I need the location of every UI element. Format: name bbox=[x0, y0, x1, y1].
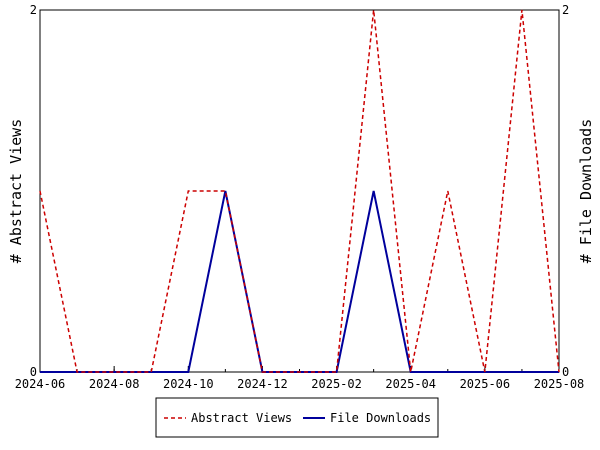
x-tick-label: 2025-06 bbox=[460, 377, 511, 391]
series-layer bbox=[39, 9, 560, 373]
legend: Abstract Views File Downloads bbox=[155, 397, 439, 438]
y-right-tick-label: 2 bbox=[562, 3, 569, 17]
x-tick-label: 2025-04 bbox=[385, 377, 436, 391]
y-left-tick-label: 0 bbox=[30, 365, 37, 379]
ticks-layer: 2024-06 2024-08 2024-10 2024-12 2025-02 2025-… bbox=[15, 3, 585, 391]
series-line-abstract-views bbox=[39, 9, 560, 373]
y-axis-right-title: # File Downloads bbox=[577, 119, 595, 264]
x-tick-label: 2024-12 bbox=[237, 377, 288, 391]
x-tick-label: 2024-10 bbox=[163, 377, 214, 391]
x-tick-label: 2025-08 bbox=[534, 377, 585, 391]
x-tick-label: 2024-08 bbox=[89, 377, 140, 391]
legend-label-file-downloads: File Downloads bbox=[330, 411, 431, 425]
y-right-tick-label: 0 bbox=[562, 365, 569, 379]
legend-label-abstract-views: Abstract Views bbox=[191, 411, 292, 425]
y-axis-left-title: # Abstract Views bbox=[7, 119, 25, 264]
legend-box bbox=[155, 397, 439, 438]
plot-area bbox=[39, 9, 560, 373]
x-tick-label: 2024-06 bbox=[15, 377, 66, 391]
x-tick-label: 2025-02 bbox=[311, 377, 362, 391]
y-left-tick-label: 2 bbox=[30, 3, 37, 17]
